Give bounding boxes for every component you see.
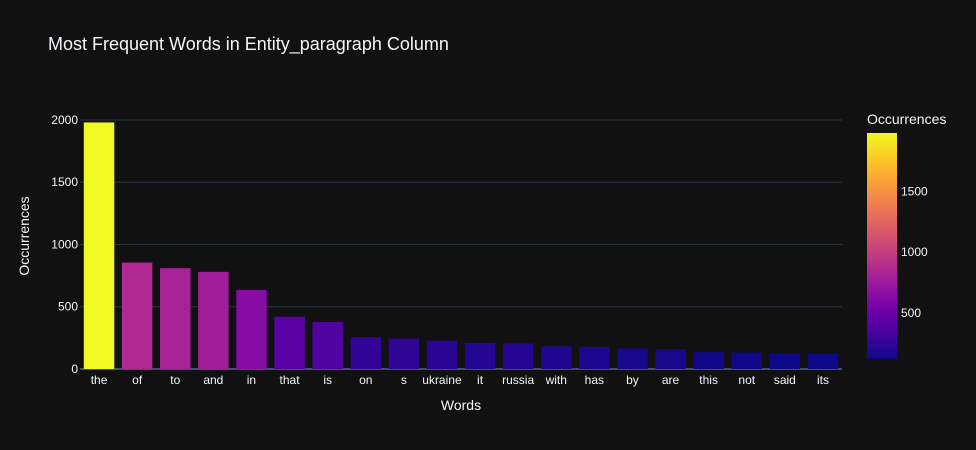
colorbar-tick-label: 1500: [901, 184, 928, 198]
bars: [83, 122, 839, 369]
x-tick-label: in: [247, 373, 256, 387]
bar-ukraine[interactable]: [426, 340, 458, 369]
bar-said[interactable]: [769, 353, 801, 369]
bar-its[interactable]: [807, 353, 839, 369]
bar-to[interactable]: [160, 268, 191, 369]
x-axis-ticks: the of to and in that is on s ukraine it russia with…: [91, 373, 829, 387]
colorbar-tick-label: 1000: [901, 245, 928, 259]
x-tick-label: with: [545, 373, 567, 387]
x-tick-label: by: [626, 373, 639, 387]
x-tick-label: it: [477, 373, 484, 387]
bar-is[interactable]: [312, 321, 343, 369]
x-tick-label: and: [203, 373, 223, 387]
x-tick-label: to: [170, 373, 180, 387]
bar-with[interactable]: [541, 346, 572, 369]
x-tick-label: s: [401, 373, 407, 387]
x-tick-label: has: [585, 373, 604, 387]
bar-by[interactable]: [617, 348, 648, 369]
bar-of[interactable]: [121, 262, 153, 369]
x-tick-label: the: [91, 373, 108, 387]
y-axis-ticks: 0 500 1000 1500 2000: [51, 113, 78, 376]
bar-and[interactable]: [198, 271, 229, 369]
bar-s[interactable]: [388, 338, 420, 369]
y-axis-title: Occurrences: [16, 196, 32, 275]
bar-the[interactable]: [83, 122, 115, 369]
bar-has[interactable]: [579, 346, 610, 369]
bar-russia[interactable]: [502, 343, 534, 369]
x-tick-label: is: [323, 373, 332, 387]
y-tick-label: 0: [71, 362, 78, 376]
x-tick-label: that: [280, 373, 301, 387]
colorbar-tick-label: 500: [901, 306, 921, 320]
colorbar-gradient: [867, 133, 897, 359]
x-tick-label: ukraine: [422, 373, 462, 387]
bar-it[interactable]: [464, 342, 496, 369]
x-tick-label: this: [699, 373, 718, 387]
bar-this[interactable]: [693, 352, 724, 369]
x-tick-label: said: [774, 373, 796, 387]
x-tick-label: russia: [502, 373, 534, 387]
y-tick-label: 1000: [51, 237, 78, 251]
y-tick-label: 1500: [51, 175, 78, 189]
x-tick-label: are: [662, 373, 680, 387]
colorbar-title: Occurrences: [867, 111, 946, 127]
x-tick-label: of: [132, 373, 143, 387]
gridlines: [80, 119, 842, 370]
y-tick-label: 500: [58, 300, 78, 314]
y-tick-label: 2000: [51, 113, 78, 127]
colorbar-ticks: 500 1000 1500: [901, 184, 928, 320]
x-axis-title: Words: [441, 397, 481, 413]
x-tick-label: on: [359, 373, 372, 387]
bar-not[interactable]: [731, 352, 762, 369]
bar-are[interactable]: [655, 349, 686, 369]
x-tick-label: not: [738, 373, 755, 387]
colorbar: Occurrences 500 1000 1500: [867, 111, 946, 359]
bar-on[interactable]: [350, 337, 381, 369]
bar-that[interactable]: [274, 316, 305, 369]
bar-in[interactable]: [236, 289, 267, 369]
x-tick-label: its: [817, 373, 829, 387]
chart-title: Most Frequent Words in Entity_paragraph …: [48, 34, 449, 55]
